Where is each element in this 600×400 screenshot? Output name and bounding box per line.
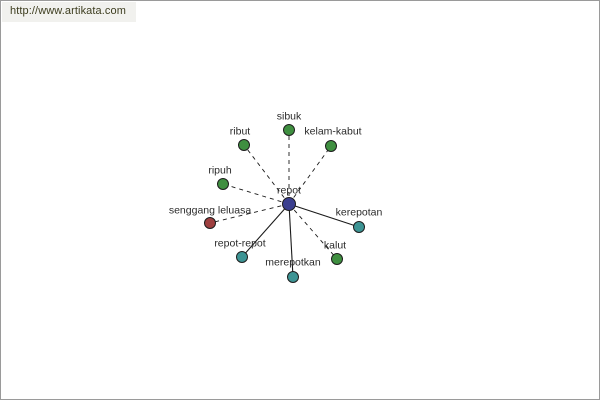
graph-node-ripuh[interactable] — [217, 178, 229, 190]
graph-node-kerepotan[interactable] — [353, 221, 365, 233]
graph-edge — [288, 203, 360, 228]
graph-edge — [222, 183, 290, 205]
graph-node-ribut[interactable] — [238, 139, 250, 151]
graph-edge — [288, 203, 294, 278]
graph-node-repot[interactable] — [282, 197, 296, 211]
graph-node-kelam-kabut[interactable] — [325, 140, 337, 152]
graph-edge — [209, 203, 290, 224]
graph-edge — [243, 144, 290, 205]
graph-node-merepotkan[interactable] — [287, 271, 299, 283]
graph-node-senggang-leluasa[interactable] — [204, 217, 216, 229]
graph-node-kalut[interactable] — [331, 253, 343, 265]
url-label[interactable]: http://www.artikata.com — [2, 2, 137, 22]
graph-edge — [241, 203, 290, 258]
graph-edge — [288, 145, 332, 205]
edge-group — [209, 130, 360, 278]
graph-node-sibuk[interactable] — [283, 124, 295, 136]
graph-node-repot-repot[interactable] — [236, 251, 248, 263]
